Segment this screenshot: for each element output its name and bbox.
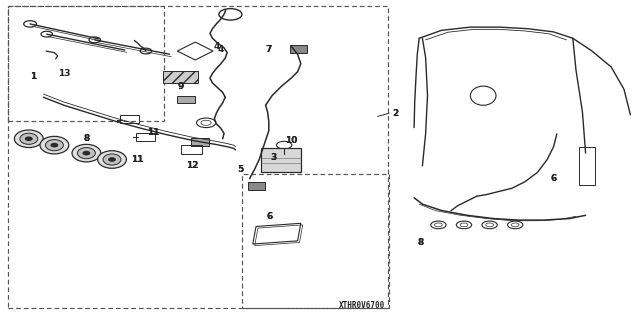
FancyBboxPatch shape bbox=[290, 45, 307, 53]
Circle shape bbox=[83, 152, 90, 155]
Bar bbox=[261, 148, 301, 172]
Text: 7: 7 bbox=[266, 45, 272, 54]
Bar bbox=[8, 6, 164, 121]
Text: 9: 9 bbox=[178, 82, 184, 91]
Text: 8: 8 bbox=[418, 238, 424, 247]
Ellipse shape bbox=[77, 147, 95, 159]
Text: 9: 9 bbox=[178, 82, 184, 91]
FancyBboxPatch shape bbox=[248, 182, 265, 190]
Text: XTHR0V6700: XTHR0V6700 bbox=[339, 301, 385, 310]
Text: 5: 5 bbox=[237, 165, 243, 174]
Ellipse shape bbox=[40, 136, 69, 154]
Bar bbox=[242, 174, 389, 308]
FancyBboxPatch shape bbox=[191, 138, 209, 146]
Bar bbox=[8, 6, 388, 308]
Text: 3: 3 bbox=[271, 153, 277, 162]
Text: 11: 11 bbox=[131, 155, 144, 164]
Text: 11: 11 bbox=[147, 128, 160, 137]
Text: 2: 2 bbox=[392, 109, 398, 118]
FancyBboxPatch shape bbox=[177, 96, 195, 103]
Text: 8: 8 bbox=[418, 238, 424, 247]
Ellipse shape bbox=[14, 130, 43, 148]
Ellipse shape bbox=[103, 154, 121, 165]
Ellipse shape bbox=[97, 151, 127, 168]
Text: 6: 6 bbox=[267, 212, 273, 221]
Bar bbox=[579, 147, 595, 185]
Ellipse shape bbox=[72, 144, 101, 162]
Text: 8: 8 bbox=[83, 134, 90, 143]
Text: 12: 12 bbox=[186, 161, 198, 170]
Text: 6: 6 bbox=[267, 212, 273, 221]
Text: 11: 11 bbox=[131, 155, 144, 164]
Text: 5: 5 bbox=[237, 165, 243, 174]
Bar bbox=[163, 71, 198, 83]
Text: 10: 10 bbox=[285, 136, 298, 145]
Text: 2: 2 bbox=[392, 109, 398, 118]
Ellipse shape bbox=[20, 133, 38, 145]
Text: 8: 8 bbox=[83, 134, 90, 143]
Text: 7: 7 bbox=[266, 45, 272, 54]
Text: 1: 1 bbox=[30, 72, 36, 81]
Text: 3: 3 bbox=[271, 153, 277, 162]
Circle shape bbox=[26, 137, 32, 140]
Ellipse shape bbox=[45, 139, 63, 151]
Text: 12: 12 bbox=[186, 161, 198, 170]
Text: 1: 1 bbox=[30, 72, 36, 81]
Circle shape bbox=[51, 144, 58, 147]
Text: 6: 6 bbox=[550, 174, 557, 183]
Text: 6: 6 bbox=[550, 174, 557, 183]
Circle shape bbox=[109, 158, 115, 161]
Text: 11: 11 bbox=[147, 128, 160, 137]
Text: 4: 4 bbox=[218, 45, 224, 54]
Text: 4: 4 bbox=[213, 42, 220, 51]
Text: 13: 13 bbox=[58, 69, 70, 78]
Text: 10: 10 bbox=[285, 136, 298, 145]
